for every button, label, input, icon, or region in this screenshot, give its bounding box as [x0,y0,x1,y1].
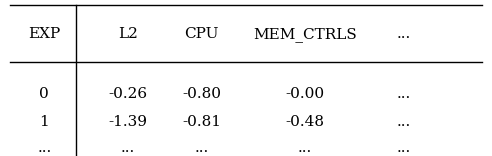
Text: -0.81: -0.81 [182,115,221,129]
Text: ...: ... [397,27,410,41]
Text: L2: L2 [118,27,138,41]
Text: -0.80: -0.80 [182,87,221,101]
Text: 1: 1 [39,115,49,129]
Text: EXP: EXP [28,27,61,41]
Text: CPU: CPU [184,27,219,41]
Text: MEM_CTRLS: MEM_CTRLS [253,27,357,42]
Text: -0.00: -0.00 [285,87,325,101]
Text: ...: ... [298,141,312,155]
Text: -0.48: -0.48 [285,115,325,129]
Text: -0.26: -0.26 [108,87,148,101]
Text: ...: ... [195,141,209,155]
Text: ...: ... [397,87,410,101]
Text: ...: ... [37,141,51,155]
Text: ...: ... [397,115,410,129]
Text: 0: 0 [39,87,49,101]
Text: ...: ... [397,141,410,155]
Text: ...: ... [121,141,135,155]
Text: -1.39: -1.39 [108,115,148,129]
